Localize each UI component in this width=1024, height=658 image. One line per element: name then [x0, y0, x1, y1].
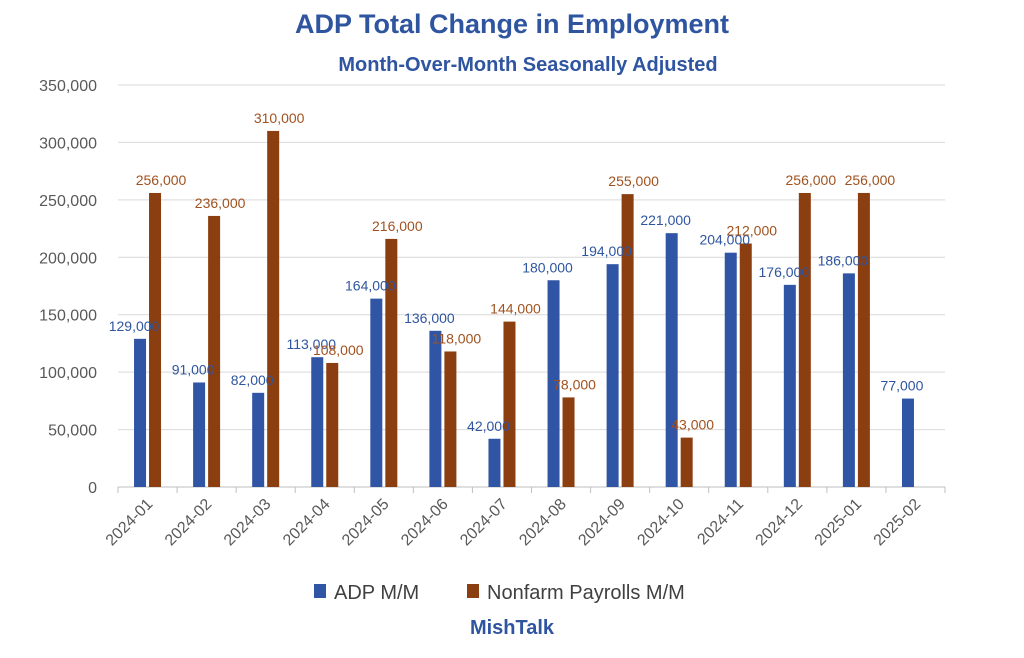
- x-tick-label: 2024-10: [634, 496, 688, 550]
- y-tick-label: 350,000: [39, 78, 97, 95]
- x-axis: 2024-01 2024-02 2024-03 2024-04 2024-05 2024-…: [103, 487, 946, 550]
- bar-nfp-2024-02: [208, 215, 221, 488]
- bar-adp-2024-06: [429, 330, 442, 487]
- bar-adp-2025-02: [901, 398, 914, 487]
- x-tick-label: 2024-01: [103, 496, 157, 550]
- label-adp-2024-09: 194,000: [581, 243, 632, 259]
- bar-adp-2024-11: [724, 252, 737, 487]
- legend-label-adp: ADP M/M: [334, 582, 419, 604]
- label-adp-2024-05: 164,000: [345, 278, 396, 294]
- x-tick-label: 2024-11: [694, 496, 747, 549]
- x-tick-label: 2024-09: [575, 496, 629, 550]
- bar-nfp-2024-05: [385, 238, 398, 487]
- bars: [134, 130, 914, 488]
- y-tick-label: 250,000: [39, 193, 97, 210]
- x-tick-label: 2024-06: [398, 496, 452, 550]
- label-nfp-2024-01: 256,000: [136, 172, 187, 188]
- bar-adp-2024-12: [783, 284, 796, 487]
- y-axis: 0 50,000 100,000 150,000 200,000 250,000 300,0…: [39, 78, 97, 497]
- y-tick-label: 200,000: [39, 250, 97, 267]
- y-tick-label: 300,000: [39, 135, 97, 152]
- label-adp-2024-02: 91,000: [172, 361, 215, 377]
- label-adp-2024-10: 221,000: [640, 212, 691, 228]
- label-nfp-2024-09: 255,000: [608, 173, 659, 189]
- bar-adp-2024-08: [547, 280, 560, 487]
- label-adp-2024-03: 82,000: [231, 372, 274, 388]
- label-nfp-2024-12: 256,000: [786, 172, 837, 188]
- bar-nfp-2024-09: [621, 194, 634, 487]
- watermark: MishTalk: [470, 617, 555, 639]
- label-adp-2024-11: 204,000: [699, 232, 750, 248]
- label-nfp-2024-06: 118,000: [432, 330, 482, 346]
- x-tick-label: 2024-04: [280, 496, 334, 550]
- chart-subtitle: Month-Over-Month Seasonally Adjusted: [338, 54, 717, 76]
- label-nfp-2024-03: 310,000: [254, 110, 305, 126]
- gridlines: [118, 84, 945, 488]
- x-tick-label: 2024-07: [457, 496, 511, 550]
- x-tick-label: 2024-05: [339, 496, 393, 550]
- bar-nfp-2024-04: [326, 362, 339, 487]
- bar-adp-2024-01: [134, 338, 147, 487]
- bar-adp-2024-05: [370, 298, 383, 487]
- bar-nfp-2024-08: [562, 397, 575, 487]
- bar-adp-2024-10: [665, 233, 678, 487]
- label-adp-2024-01: 129,000: [109, 318, 160, 334]
- x-tick-label: 2024-08: [516, 496, 570, 550]
- x-tick-label: 2024-02: [162, 496, 216, 550]
- x-tick-label: 2025-01: [812, 496, 866, 550]
- bar-nfp-2024-06: [444, 351, 457, 487]
- y-tick-label: 150,000: [39, 308, 97, 325]
- bar-nfp-2024-01: [149, 192, 162, 488]
- bar-adp-2024-04: [311, 357, 324, 487]
- label-adp-2025-02: 77,000: [881, 378, 924, 394]
- x-tick-label: 2024-12: [753, 496, 807, 550]
- label-nfp-2025-01: 256,000: [845, 172, 896, 188]
- bar-nfp-2024-11: [739, 243, 752, 487]
- x-tick-label: 2025-02: [871, 496, 925, 550]
- y-tick-label: 100,000: [39, 365, 97, 382]
- bar-nfp-2024-12: [798, 192, 811, 488]
- label-adp-2024-08: 180,000: [522, 259, 573, 275]
- bar-nfp-2024-03: [267, 130, 280, 487]
- label-adp-2024-12: 176,000: [759, 264, 810, 280]
- y-tick-label: 50,000: [48, 423, 97, 440]
- data-labels: 129,000 91,000 82,000 113,000 164,000 136,000…: [109, 110, 924, 434]
- bar-adp-2024-07: [488, 438, 501, 487]
- bar-adp-2024-09: [606, 264, 619, 487]
- legend: ADP M/M Nonfarm Payrolls M/M: [314, 582, 685, 604]
- bar-nfp-2025-01: [857, 192, 870, 488]
- legend-label-nfp: Nonfarm Payrolls M/M: [487, 582, 685, 604]
- label-nfp-2024-11: 212,000: [726, 223, 777, 239]
- label-adp-2024-04: 113,000: [286, 336, 336, 352]
- x-tick-label: 2024-03: [221, 496, 275, 550]
- label-adp-2025-01: 186,000: [818, 252, 869, 268]
- y-tick-label: 0: [88, 480, 97, 497]
- label-nfp-2024-07: 144,000: [490, 301, 541, 317]
- bar-adp-2024-02: [193, 382, 206, 487]
- label-nfp-2024-10: 43,000: [671, 417, 714, 433]
- label-nfp-2024-02: 236,000: [195, 195, 246, 211]
- bar-nfp-2024-07: [503, 321, 516, 487]
- bar-adp-2024-03: [252, 392, 265, 487]
- legend-swatch-nfp: [467, 584, 479, 598]
- chart-title: ADP Total Change in Employment: [295, 9, 729, 39]
- label-nfp-2024-05: 216,000: [372, 218, 423, 234]
- label-nfp-2024-04: 108,000: [313, 342, 364, 358]
- label-nfp-2024-08: 78,000: [553, 376, 596, 392]
- legend-swatch-adp: [314, 584, 326, 598]
- label-adp-2024-07: 42,000: [467, 418, 510, 434]
- label-adp-2024-06: 136,000: [404, 310, 455, 326]
- bar-nfp-2024-10: [680, 437, 693, 487]
- bar-adp-2025-01: [842, 273, 855, 487]
